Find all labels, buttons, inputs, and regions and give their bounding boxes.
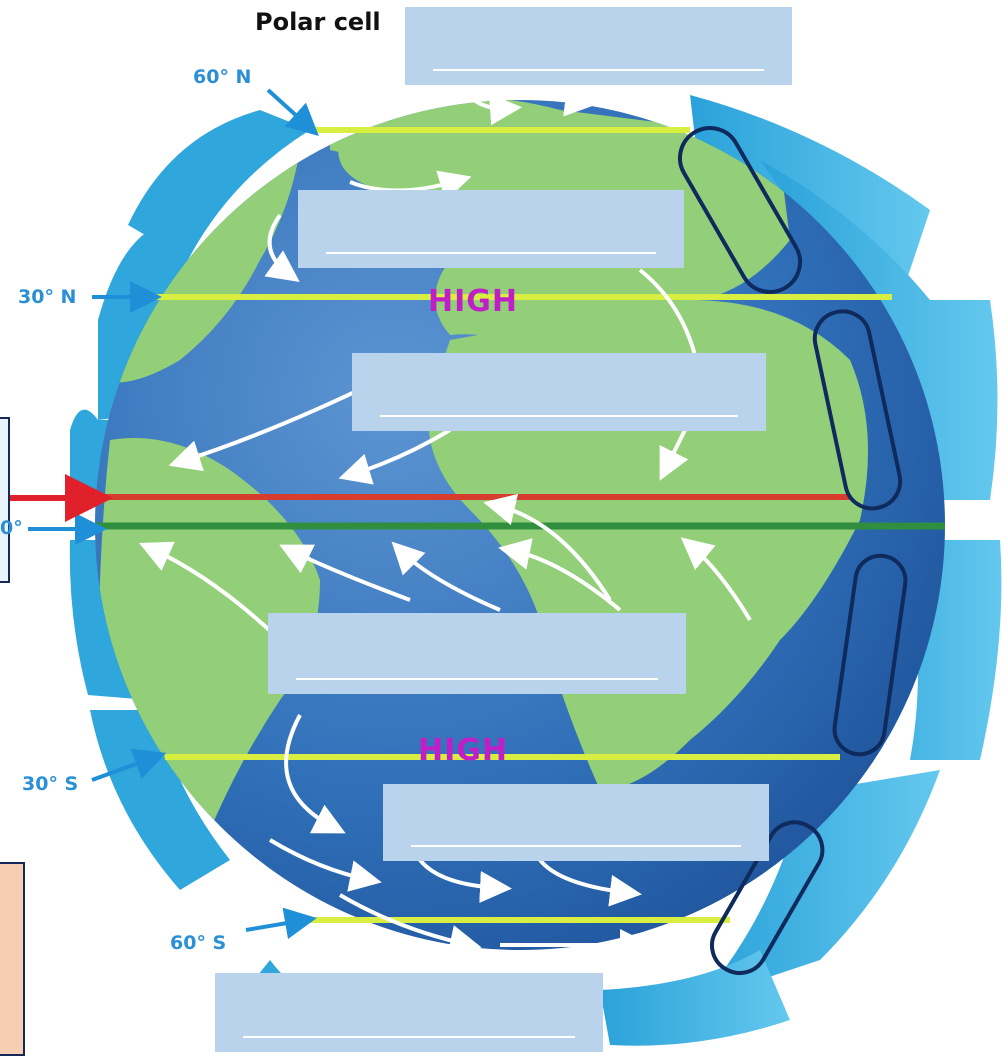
polar-cell-label: Polar cell bbox=[255, 8, 381, 36]
right-circulation-cells bbox=[600, 95, 1002, 1046]
answer-blank-trade-winds-south[interactable] bbox=[268, 613, 686, 694]
label-30s: 30° S bbox=[22, 773, 79, 795]
cell-loops bbox=[678, 126, 908, 975]
label-30n: 30° N bbox=[18, 286, 77, 308]
answer-blank-trade-winds-north[interactable] bbox=[352, 353, 766, 431]
latitude-pointers bbox=[28, 88, 319, 940]
left-edge-peach-box bbox=[0, 862, 25, 1056]
label-60n: 60° N bbox=[193, 66, 252, 88]
pressure-label-north: HIGH bbox=[428, 284, 519, 319]
answer-blank-polar-cell[interactable] bbox=[405, 7, 792, 85]
pressure-label-south: HIGH bbox=[418, 733, 509, 768]
label-60s: 60° S bbox=[170, 932, 227, 954]
label-equator: 0° bbox=[0, 517, 23, 539]
wind-arrows bbox=[139, 83, 752, 992]
answer-blank-westerlies-north[interactable] bbox=[298, 190, 684, 268]
answer-blank-polar-south[interactable] bbox=[215, 973, 603, 1052]
answer-blank-westerlies-south[interactable] bbox=[383, 784, 769, 861]
left-edge-box bbox=[0, 417, 10, 583]
